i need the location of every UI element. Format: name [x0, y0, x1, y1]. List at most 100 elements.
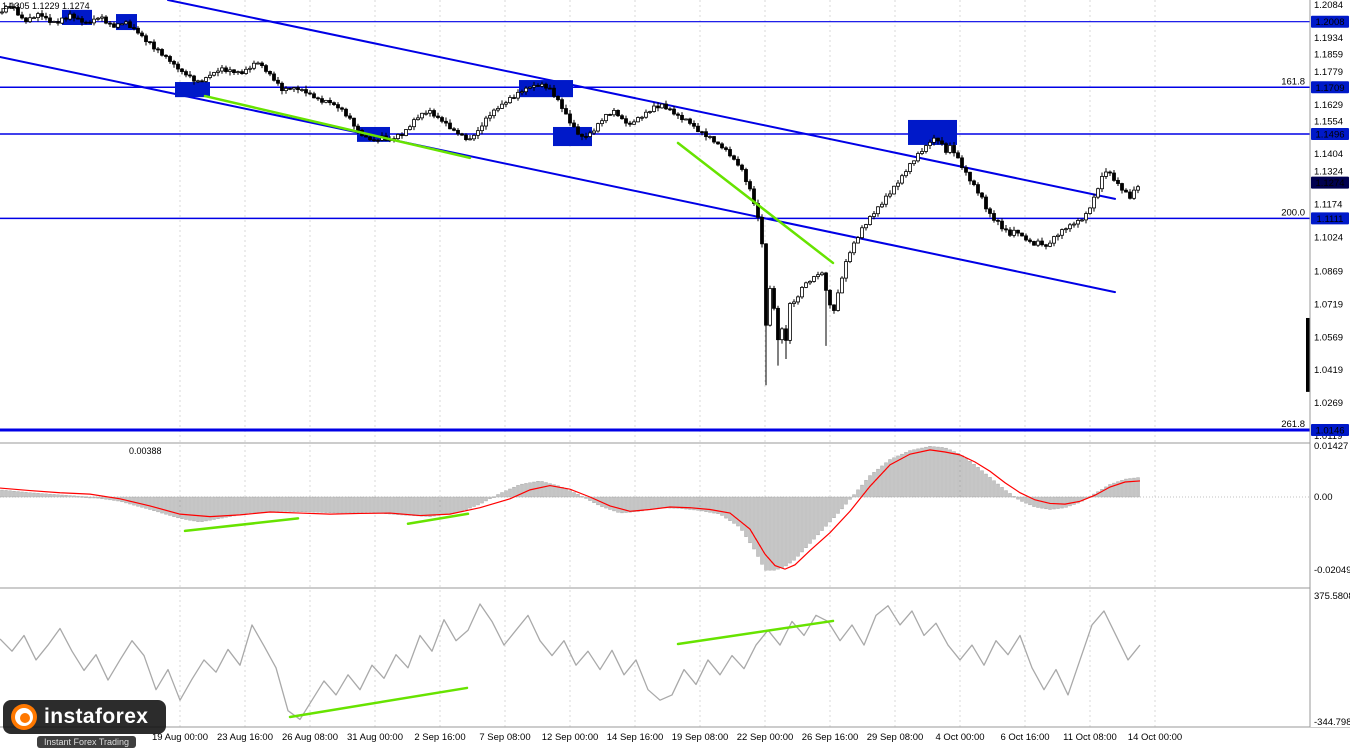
- price-axis-label: 1.1554: [1314, 116, 1343, 127]
- macd-bar: [876, 468, 880, 498]
- macd-bar: [384, 496, 388, 514]
- green-trendline[interactable]: [676, 141, 835, 265]
- candle-body: [784, 328, 788, 341]
- time-axis-label: 31 Aug 00:00: [347, 732, 403, 743]
- cci-green-trendline[interactable]: [676, 619, 835, 646]
- candle-body: [832, 304, 836, 311]
- candle-body: [20, 14, 24, 19]
- macd-bar: [872, 472, 876, 498]
- macd-bar: [72, 495, 76, 498]
- macd-bar: [156, 496, 160, 513]
- candle-body: [268, 71, 272, 75]
- macd-bar: [1008, 493, 1012, 498]
- candle-body: [692, 123, 696, 127]
- price-axis[interactable]: 1.2084 1.1934 1.1859 1.1779 1.1629 1.1554 1.14…: [1281, 0, 1349, 442]
- time-axis-label: 12 Sep 00:00: [542, 732, 599, 743]
- macd-bar: [144, 496, 148, 509]
- candle-body: [956, 152, 960, 159]
- candle-body: [504, 102, 508, 105]
- candle-body: [540, 83, 544, 87]
- candle-body: [676, 113, 680, 116]
- candle-body: [148, 41, 152, 44]
- candle-body: [44, 15, 48, 19]
- macd-bar: [444, 496, 448, 515]
- candle-body: [928, 141, 932, 146]
- candle-body: [892, 185, 896, 195]
- green-trendline[interactable]: [203, 94, 472, 160]
- candle-body: [484, 117, 488, 127]
- candle-body: [404, 129, 408, 136]
- macd-bar: [748, 496, 752, 544]
- macd-bar: [1060, 496, 1064, 509]
- cci-green-trendline[interactable]: [288, 686, 469, 719]
- macd-bar: [276, 496, 280, 512]
- candle-body: [648, 111, 652, 113]
- macd-bar: [948, 449, 952, 498]
- macd-current-value: 0.00388: [129, 446, 162, 456]
- price-level-badge-text: 1.2008: [1315, 17, 1344, 28]
- macd-bar: [88, 496, 92, 499]
- macd-bar: [1024, 496, 1028, 504]
- macd-bar: [668, 496, 672, 509]
- macd-bar: [796, 496, 800, 557]
- macd-bar: [356, 496, 360, 513]
- macd-bar: [252, 496, 256, 514]
- price-axis-label: 1.1934: [1314, 33, 1343, 44]
- signal-zone-rect[interactable]: [553, 126, 592, 147]
- candle-body: [1088, 207, 1092, 214]
- macd-bar: [388, 496, 392, 515]
- candle-body: [132, 27, 136, 29]
- macd-bar: [492, 496, 496, 498]
- macd-bar: [300, 496, 304, 513]
- descending-trendline[interactable]: [167, 0, 1116, 200]
- macd-bar: [768, 496, 772, 571]
- macd-bar: [100, 496, 104, 499]
- macd-bar: [256, 496, 260, 513]
- candle-body: [532, 85, 536, 88]
- macd-green-trendline[interactable]: [406, 512, 470, 526]
- candle-body: [888, 193, 892, 197]
- price-axis-label: 1.0719: [1314, 299, 1343, 310]
- candle-body: [300, 89, 304, 91]
- macd-bar: [564, 488, 568, 498]
- candle-body: [248, 67, 252, 70]
- candle-body: [284, 87, 288, 92]
- macd-bar: [576, 494, 580, 498]
- price-axis-label: 1.1174: [1314, 200, 1342, 211]
- macd-bar: [380, 496, 384, 514]
- candle-body: [456, 129, 460, 135]
- macd-bar: [556, 485, 560, 498]
- macd-bar: [392, 496, 396, 515]
- macd-green-trendline[interactable]: [183, 517, 300, 533]
- macd-bar: [348, 496, 352, 514]
- price-axis-label: 1.0269: [1314, 398, 1343, 409]
- candle-body: [964, 167, 968, 173]
- candle-body: [1008, 229, 1012, 236]
- candle-body: [696, 125, 700, 133]
- candle-body: [616, 109, 620, 117]
- candle-body: [796, 296, 800, 303]
- candle-body: [116, 23, 120, 28]
- candle-body: [652, 105, 656, 112]
- fibo-levels: [0, 21, 1310, 432]
- candle-body: [588, 132, 592, 137]
- time-axis[interactable]: 19 Aug 00:00 23 Aug 16:00 26 Aug 08:00 31 A…: [152, 732, 1182, 743]
- signal-zone-rect[interactable]: [175, 82, 210, 98]
- candle-body: [1036, 240, 1040, 246]
- macd-bar: [728, 496, 732, 521]
- candle-body: [672, 108, 676, 115]
- indicator-axis[interactable]: 0.01427 0.00 -0.02049 375.5808 -344.798: [1314, 441, 1350, 728]
- macd-bar: [140, 496, 144, 508]
- fibo-level-label: 261.8: [1281, 419, 1305, 430]
- macd-bar: [32, 492, 36, 498]
- macd-bar: [240, 496, 244, 515]
- macd-bar: [436, 496, 440, 516]
- candle-body: [56, 21, 60, 24]
- candle-body: [972, 180, 976, 186]
- macd-bar: [696, 496, 700, 511]
- macd-bar: [984, 473, 988, 498]
- candle-body: [420, 112, 424, 119]
- candle-body: [1136, 186, 1140, 191]
- candle-body: [644, 111, 648, 118]
